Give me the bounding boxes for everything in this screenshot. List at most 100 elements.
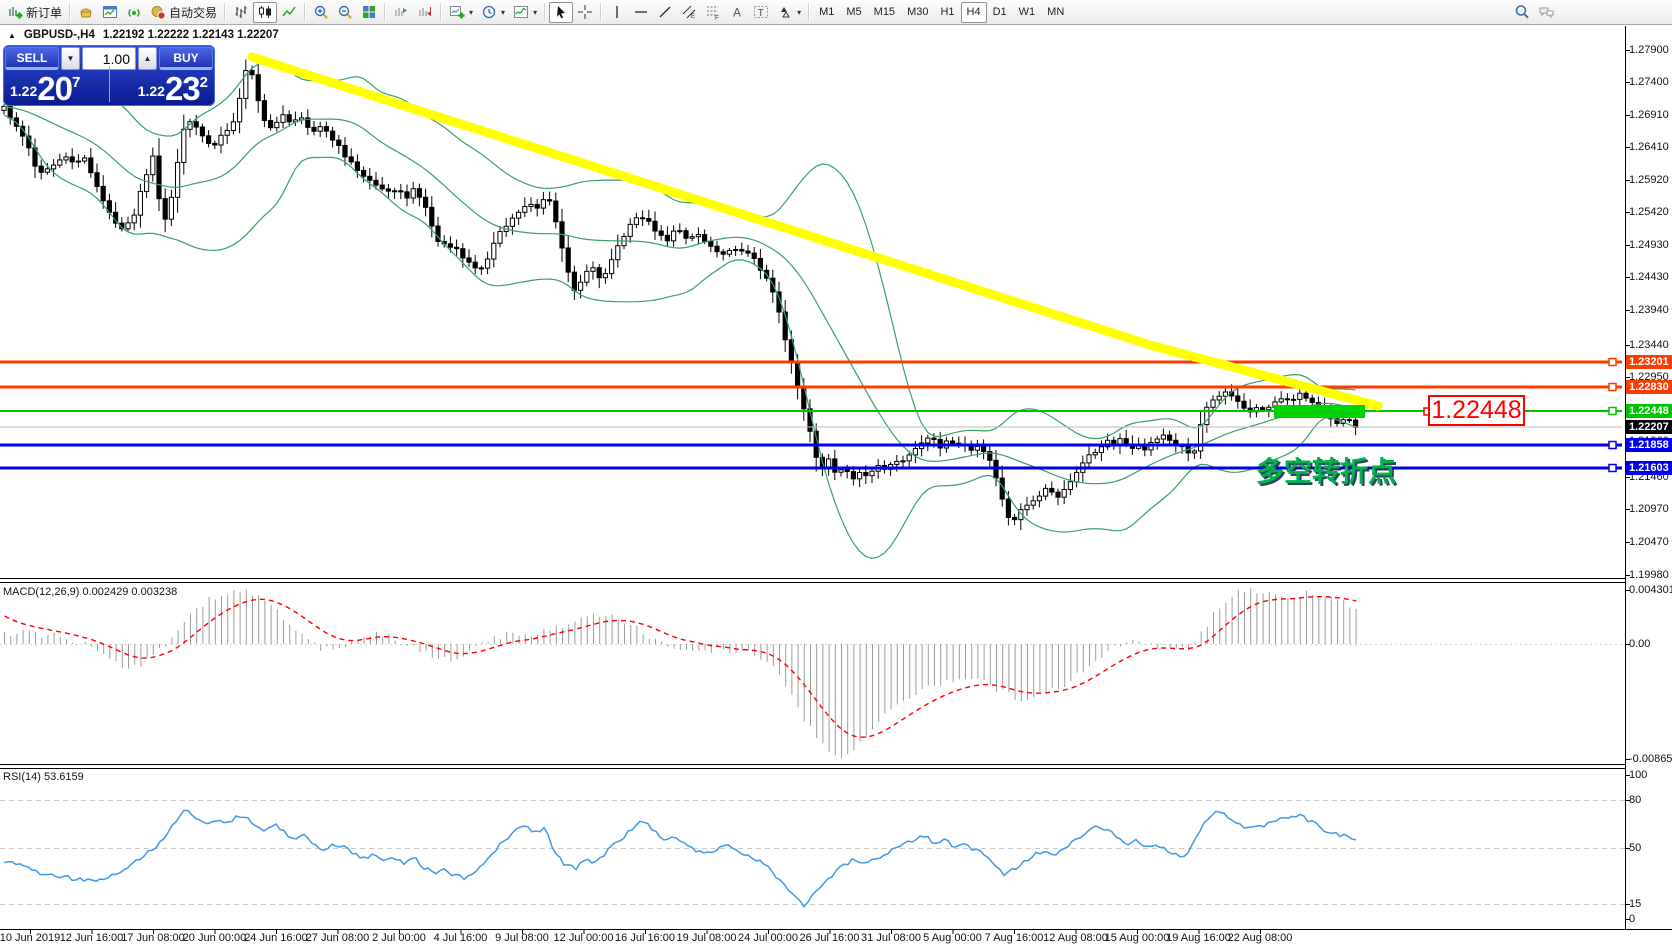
price-callout-box[interactable]: 1.22448 [1428,395,1525,426]
volume-increase-button[interactable]: ▲ [138,47,157,70]
sell-price-sup: 7 [71,74,81,91]
svg-text:T: T [758,7,765,19]
date-tick-label: 7 Aug 16:00 [984,932,1044,944]
text-button[interactable]: A [725,2,749,23]
date-tick-label: 31 Jul 08:00 [861,932,921,944]
date-tick-label: 16 Jul 16:00 [615,932,675,944]
axis-tick-label: 50 [1629,842,1642,854]
new-chart-window-button[interactable] [98,2,122,23]
trendline-button[interactable] [653,2,677,23]
buy-button[interactable]: BUY [159,47,213,70]
fibonacci-button[interactable]: F [701,2,725,23]
new-order-button[interactable]: 新订单 [3,2,66,23]
arrow-cursor-icon [557,6,566,19]
arrows-dropdown-button[interactable]: ▾ [773,2,805,23]
candlestick-chart-button[interactable] [253,1,278,23]
timeframe-button-d1[interactable]: D1 [992,6,1007,18]
horizontal-line-button[interactable] [629,2,653,23]
tile-windows-button[interactable] [357,2,381,23]
one-click-trading-panel: SELL ▼ 1.00 ▲ BUY 1.22 20 7 1.22 23 2 [3,45,215,106]
chat-button[interactable] [1534,2,1559,23]
indicator-icon [514,6,529,18]
timeframe-button-w1[interactable]: W1 [1018,6,1036,18]
autotrading-label: 自动交易 [169,5,218,20]
sell-button[interactable]: SELL [5,47,59,70]
timeframe-button-h4[interactable]: H4 [960,1,987,23]
axis-tick-label: 15 [1629,898,1642,910]
timeframe-button-h1[interactable]: H1 [940,6,955,18]
bar-chart-button[interactable] [229,2,253,23]
separator [600,2,603,22]
price-flag: 1.23201 [1626,355,1672,369]
label-icon: T [754,6,769,19]
axis-tick-label: 1.20470 [1629,536,1669,548]
zoom-out-button[interactable] [333,2,357,23]
chevron-down-icon: ▾ [797,7,802,17]
cursor-button[interactable] [549,1,574,23]
separator [69,2,72,22]
collapse-triangle-icon[interactable]: ▲ [8,30,16,40]
crosshair-icon [578,5,593,19]
period-dropdown-button[interactable]: ▾ [477,2,509,23]
line-chart-button[interactable] [277,2,301,23]
buy-price-prefix: 1.22 [137,83,165,99]
date-tick-label: 20 Jun 00:00 [182,932,247,944]
date-tick-label: 9 Jul 08:00 [495,932,549,944]
auto-scroll-button[interactable] [413,2,437,23]
vertical-line-button[interactable] [605,2,629,23]
chat-icon [1539,7,1554,19]
signals-button[interactable] [122,2,146,23]
chart-header: ▲ GBPUSD-,H4 1.22192 1.22222 1.22143 1.2… [8,29,279,41]
date-tick-label: 5 Aug 00:00 [923,932,982,944]
axis-tick-label: 80 [1629,794,1642,806]
timeframe-button-m1[interactable]: M1 [819,6,835,18]
timeframe-button-m30[interactable]: M30 [907,6,929,18]
wallet-button[interactable] [74,2,98,23]
indicators-dropdown-button[interactable]: ▾ [509,2,541,23]
date-tick-label: 22 Aug 08:00 [1227,932,1293,944]
channel-icon: E [682,5,696,20]
price-flag: 1.22448 [1626,404,1672,418]
svg-text:E: E [691,14,695,20]
equidistant-channel-button[interactable]: E [677,2,701,23]
date-tick-label: 4 Jul 16:00 [433,932,488,944]
separator [384,2,387,22]
signal-icon [128,9,140,17]
date-tick-label: 27 Jun 08:00 [305,932,370,944]
crosshair-button[interactable] [573,2,597,23]
sell-price-big: 20 [37,70,73,107]
timeframe-button-m15[interactable]: M15 [873,6,896,18]
price-flag: 1.22830 [1626,380,1672,394]
new-chart-dropdown-button[interactable]: ▾ [445,2,477,23]
line-chart-icon [282,6,296,17]
macd-label: MACD(12,26,9) 0.002429 0.003238 [3,586,178,598]
text-icon: A [733,6,741,20]
axis-tick-label: 1.19980 [1629,569,1669,581]
volume-input[interactable]: 1.00 [82,47,136,70]
timeframe-button-mn[interactable]: MN [1047,6,1065,18]
axis-tick-label: 0.004301 [1629,584,1672,596]
axis-tick-label: 1.25920 [1629,174,1669,186]
axis-tick-label: 1.24430 [1629,271,1669,283]
axis-tick-label: 1.23440 [1629,339,1669,351]
separator [544,2,547,22]
timeframe-button-m5[interactable]: M5 [846,6,862,18]
autotrading-button[interactable]: 自动交易 [146,2,221,23]
sell-price: 1.22 20 7 [10,70,81,107]
search-button[interactable] [1510,2,1534,23]
axis-tick-label: 1.23940 [1629,304,1669,316]
bar-chart-icon [235,6,247,18]
volume-decrease-button[interactable]: ▼ [61,47,80,70]
bull-bear-turning-point-note[interactable]: 多空转折点 [1256,456,1397,487]
price-axis[interactable]: 1.27900 1.27400 1.26910 1.26410 1.25920 1.254… [1626,26,1672,929]
chart-shift-button[interactable] [389,2,413,23]
zoom-in-button[interactable] [309,2,333,23]
date-tick-label: 26 Jul 16:00 [799,932,860,944]
text-label-button[interactable]: T [749,2,773,23]
separator [304,2,307,22]
wallet-icon [80,8,92,18]
price-divider [108,66,110,102]
time-axis[interactable]: 10 Jun 2019 12 Jun 16:00 17 Jun 08:00 20 Ju… [0,932,1672,947]
